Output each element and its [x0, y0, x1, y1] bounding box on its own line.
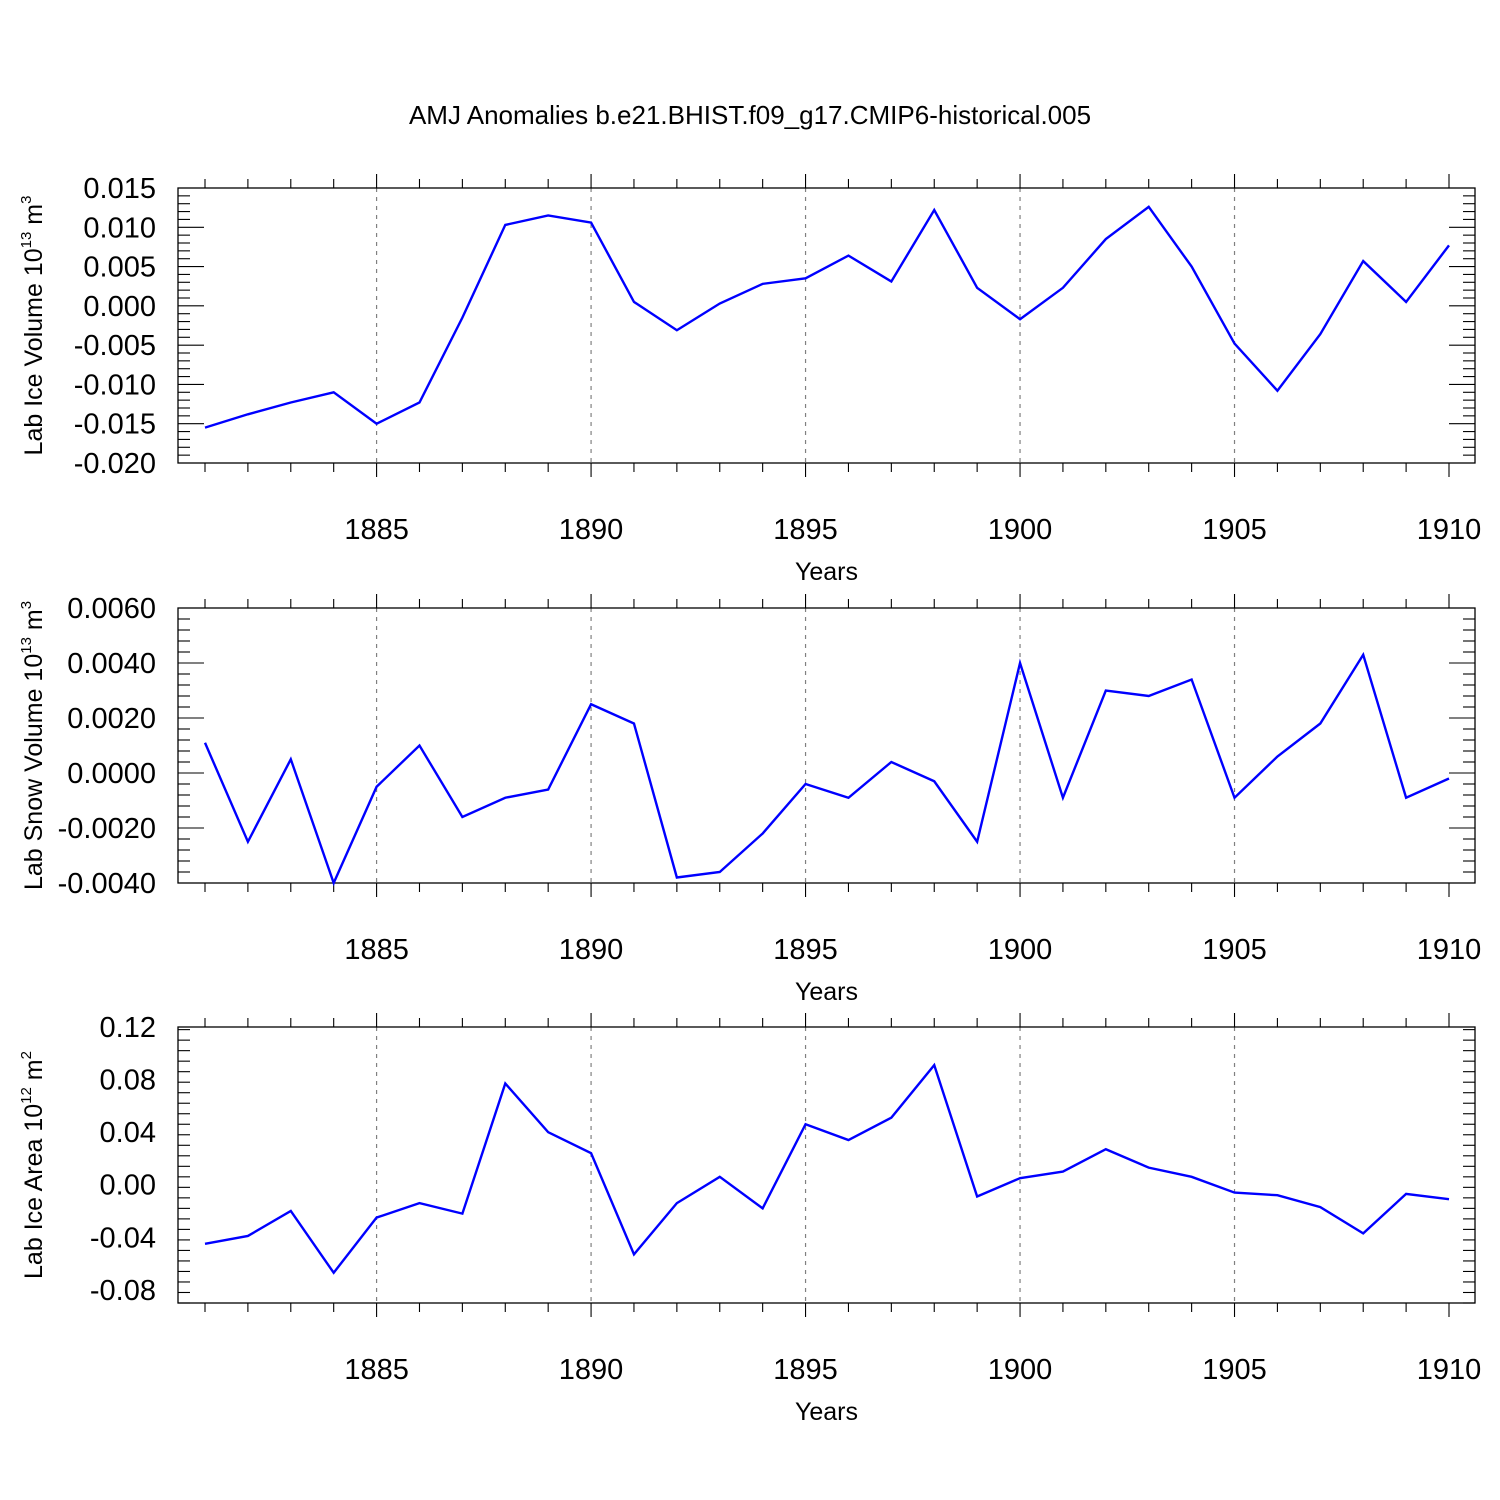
y-tick-label: 0.005: [83, 252, 156, 284]
y-tick-label: 0.0000: [67, 758, 156, 790]
y-tick-label: 0.000: [83, 291, 156, 323]
x-tick-label: 1905: [1202, 934, 1267, 966]
y-tick-label: -0.04: [90, 1222, 156, 1254]
y-tick-label: -0.020: [74, 448, 156, 480]
y-axis-title-part: m: [20, 204, 48, 232]
x-tick-label: 1910: [1417, 514, 1482, 546]
y-axis-title-superscript: 3: [18, 196, 35, 204]
plot-frame: [177, 607, 1476, 884]
y-axis-title: Lab Ice Volume 1013 m3: [18, 196, 48, 456]
y-axis-title-superscript: 2: [18, 1051, 35, 1059]
x-tick-label: 1890: [559, 934, 624, 966]
series-line: [203, 651, 1450, 887]
y-tick-label: 0.12: [100, 1012, 156, 1044]
y-tick-label: 0.08: [100, 1065, 156, 1097]
series-line: [204, 1062, 1450, 1275]
x-tick-label: 1910: [1417, 934, 1482, 966]
series-line: [204, 205, 1450, 429]
x-tick-label: 1905: [1202, 514, 1267, 546]
x-tick-label: 1885: [344, 934, 409, 966]
y-tick-label: -0.08: [90, 1275, 156, 1307]
y-axis-title-superscript: 13: [18, 637, 35, 654]
y-tick-label: -0.010: [74, 369, 156, 401]
x-tick-label: 1900: [988, 934, 1053, 966]
y-tick-label: -0.0040: [58, 868, 156, 900]
y-tick-label: -0.015: [74, 409, 156, 441]
y-axis-title-part: Lab Ice Volume 10: [20, 248, 48, 455]
chart-panel-1: 1885 1890 1895 1900 1905 1910 Years -0.020 -0.01…: [18, 173, 1481, 586]
y-tick-label: 0.010: [83, 212, 156, 244]
y-tick-label: 0.00: [100, 1170, 156, 1202]
y-axis-title-part: Lab Snow Volume 10: [20, 654, 48, 890]
plot-frame: [177, 1026, 1476, 1304]
x-tick-label: 1890: [559, 514, 624, 546]
y-tick-label: 0.0020: [67, 703, 156, 735]
chart-panel-3: 1885 1890 1895 1900 1905 1910 Years -0.08 -0.04 0…: [18, 1012, 1481, 1426]
y-tick-label: 0.0040: [67, 648, 156, 680]
y-tick-label: -0.0020: [58, 813, 156, 845]
x-tick-label: 1885: [344, 1354, 409, 1386]
y-axis-title: Lab Snow Volume 1013 m3: [18, 601, 48, 890]
y-tick-label: 0.0060: [67, 593, 156, 625]
y-tick-label: 0.015: [83, 173, 156, 205]
y-axis-title-part: m: [20, 609, 48, 637]
y-axis-title-superscript: 13: [18, 232, 35, 249]
y-tick-label: -0.005: [74, 330, 156, 362]
x-axis-title: Years: [795, 558, 858, 586]
y-axis-title: Lab Ice Area 1012 m2: [18, 1051, 48, 1279]
plot-frame: [177, 187, 1476, 464]
chart-panels: 1885 1890 1895 1900 1905 1910 Years -0.020 -0.01…: [18, 173, 1481, 1426]
x-tick-label: 1890: [559, 1354, 624, 1386]
x-tick-label: 1910: [1417, 1354, 1482, 1386]
x-tick-label: 1885: [344, 514, 409, 546]
y-tick-label: 0.04: [100, 1117, 156, 1149]
x-axis-title: Years: [795, 1398, 858, 1426]
x-tick-label: 1900: [988, 514, 1053, 546]
chart-title: AMJ Anomalies b.e21.BHIST.f09_g17.CMIP6-…: [409, 100, 1091, 130]
x-tick-label: 1895: [773, 1354, 838, 1386]
x-tick-label: 1895: [773, 514, 838, 546]
y-axis-title-part: Lab Ice Area 10: [20, 1104, 48, 1279]
chart-panel-2: 1885 1890 1895 1900 1905 1910 Years -0.0040 -0.0…: [18, 593, 1481, 1006]
y-axis-title-part: m: [20, 1059, 48, 1087]
x-tick-label: 1905: [1202, 1354, 1267, 1386]
x-axis-title: Years: [795, 978, 858, 1006]
x-tick-label: 1900: [988, 1354, 1053, 1386]
y-axis-title-superscript: 3: [18, 601, 35, 609]
y-axis-title-superscript: 12: [18, 1087, 35, 1104]
x-tick-label: 1895: [773, 934, 838, 966]
